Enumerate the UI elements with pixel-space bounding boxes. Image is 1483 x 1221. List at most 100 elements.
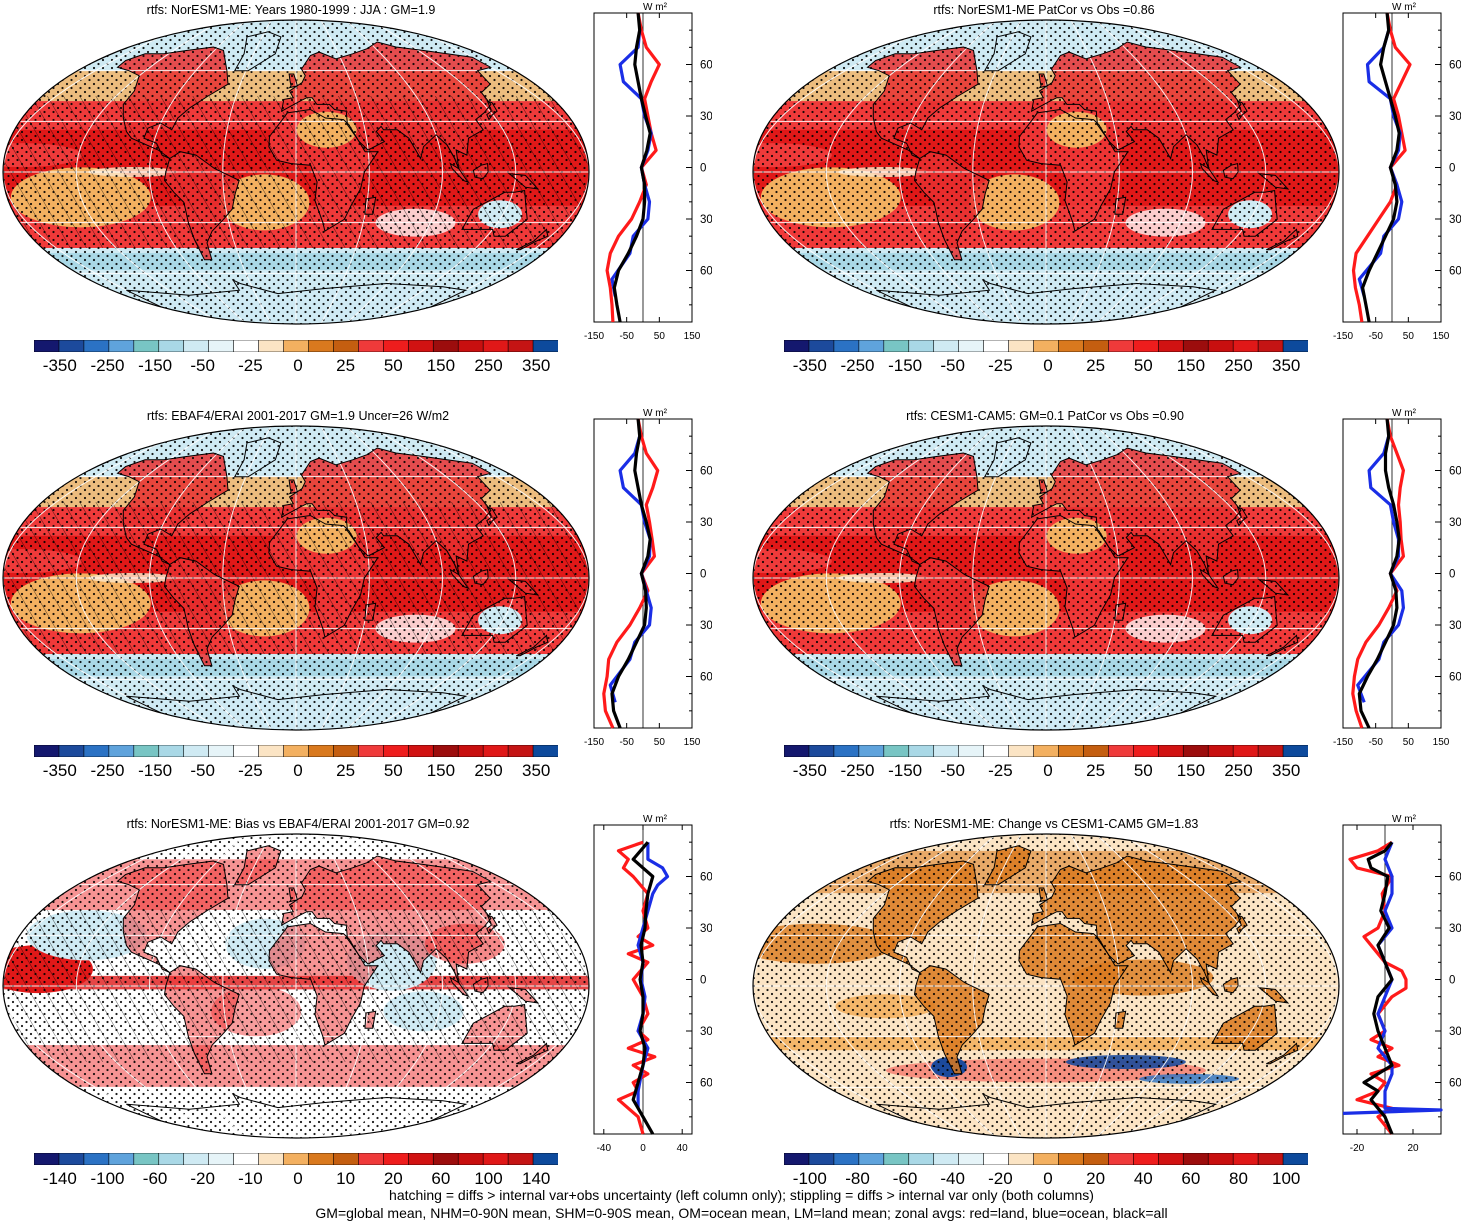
colorbar-tick-label: -250 [90,356,125,375]
zonal-x-tick-label: 150 [1433,737,1450,748]
colorbar-tick-label: -25 [988,356,1013,375]
zonal-lat-label: 30S [1449,1026,1461,1038]
colorbar-tick-label: -25 [988,761,1013,780]
colorbar-tick-label: 0 [293,761,303,780]
zonal-x-tick-label: -50 [1368,737,1383,748]
zonal-x-tick-label: 50 [654,737,666,748]
colorbar-tick-label: 350 [1272,761,1301,780]
colorbar-tick-label: 50 [1133,761,1153,780]
colorbar-tick-label: -250 [90,761,125,780]
colorbar-tick-label: 60 [1181,1169,1201,1188]
colorbar-tick-label: 150 [426,761,456,780]
colorbar [34,1153,558,1165]
colorbar-tick-label: 25 [1086,761,1106,780]
zonal-lat-label: 30N [700,111,712,123]
zonal-x-tick-label: -20 [1350,1143,1365,1154]
colorbar [784,1153,1308,1165]
panel-title: rtfs: CESM1-CAM5: GM=0.1 PatCor vs Obs =… [906,409,1184,423]
zonal-lat-label: 60N [1449,872,1461,884]
colorbar-tick-label: 250 [474,761,503,780]
zonal-lat-label: 30S [1449,620,1461,632]
zonal-lat-label: 30N [700,923,712,935]
colorbar-tick-label: 40 [1133,1169,1153,1188]
colorbar-tick-label: -50 [940,761,965,780]
zonal-x-tick-label: -150 [1333,331,1353,342]
zonal-lat-label: 60S [700,672,712,684]
zonal-lat-label: 60N [700,466,712,478]
colorbar-tick-label: -60 [892,1169,918,1188]
zonal-x-tick-label: -50 [619,331,634,342]
zonal-mean-plot: W m² -150 -50 50 150 60N 30N 0 30S 60S [1333,408,1461,748]
colorbar-tick-label: 20 [1086,1169,1106,1188]
colorbar-tick-label: -50 [190,761,215,780]
zonal-x-tick-label: 50 [1403,737,1415,748]
colorbar-tick-label: -100 [90,1169,125,1188]
zonal-lat-label: 30N [1449,923,1461,935]
colorbar-tick-label: 25 [336,356,356,375]
zonal-ocean-line [1356,435,1405,703]
colorbar-tick-label: -40 [940,1169,965,1188]
colorbar-tick-label: -50 [190,356,215,375]
colorbar-tick-label: -350 [792,761,827,780]
colorbar-tick-label: 50 [383,356,403,375]
zonal-lat-label: 0 [700,975,706,987]
zonal-lat-label: 0 [1449,163,1455,175]
zonal-lat-label: 30N [1449,111,1461,123]
colorbar-tick-label: 250 [1224,761,1253,780]
colorbar-tick-label: 100 [1272,1169,1301,1188]
footer-line-1: hatching = diffs > internal var+obs unce… [389,1187,1094,1203]
zonal-x-tick-label: 0 [640,1143,646,1154]
zonal-mean-plot: W m² -150 -50 50 150 60N 30N 0 30S 60S [584,2,712,342]
colorbar-tick-label: -10 [238,1169,263,1188]
zonal-x-tick-label: 40 [677,1143,689,1154]
world-map [752,833,1340,1139]
colorbar-tick-label: -20 [988,1169,1013,1188]
zonal-lat-label: 30S [700,214,712,226]
zonal-ocean-line [1342,841,1443,1115]
zonal-x-tick-label: 150 [684,331,701,342]
panel-title: rtfs: EBAF4/ERAI 2001-2017 GM=1.9 Uncer=… [146,409,450,423]
colorbar [34,340,558,352]
zonal-mean-plot: W m² -150 -50 50 150 60N 30N 0 30S 60S [1333,2,1461,342]
colorbar-tick-label: 60 [431,1169,451,1188]
zonal-lat-label: 60S [700,1078,712,1090]
zonal-lat-label: 60N [700,872,712,884]
colorbar-tick-label: 250 [474,356,503,375]
colorbar-tick-label: 20 [383,1169,403,1188]
colorbar-tick-label: -25 [238,356,263,375]
colorbar-tick-label: -350 [42,761,77,780]
zonal-unit-label: W m² [643,814,668,825]
zonal-lat-label: 30S [1449,214,1461,226]
zonal-x-tick-label: 150 [1433,331,1450,342]
colorbar-tick-label: -20 [190,1169,215,1188]
zonal-x-tick-label: -50 [1368,331,1383,342]
colorbar-tick-label: -150 [888,761,923,780]
zonal-lat-label: 0 [1449,975,1455,987]
zonal-x-tick-label: -50 [619,737,634,748]
zonal-x-tick-label: -150 [584,331,604,342]
colorbar-tick-label: -100 [792,1169,827,1188]
colorbar [784,340,1308,352]
colorbar-tick-label: 0 [293,1169,303,1188]
panel-title: rtfs: NorESM1-ME: Change vs CESM1-CAM5 G… [889,817,1199,831]
colorbar-tick-label: 50 [383,761,403,780]
world-map [2,19,590,325]
zonal-x-tick-label: -150 [584,737,604,748]
zonal-lat-label: 30S [700,1026,712,1038]
colorbar-tick-label: -50 [940,356,965,375]
zonal-lat-label: 60N [1449,466,1461,478]
zonal-lat-label: 0 [700,569,706,581]
colorbar-tick-label: 0 [1043,761,1053,780]
colorbar-tick-label: -25 [238,761,263,780]
zonal-lat-label: 60S [700,266,712,278]
colorbar-tick-label: 250 [1224,356,1253,375]
colorbar-tick-label: -60 [142,1169,168,1188]
colorbar-tick-label: 25 [336,761,356,780]
zonal-land-line [616,840,657,1135]
zonal-ocean-line [608,435,653,703]
zonal-unit-label: W m² [1392,408,1417,419]
colorbar-tick-label: -350 [42,356,77,375]
zonal-x-tick-label: -150 [1333,737,1353,748]
colorbar-tick-label: 150 [426,356,456,375]
colorbar-tick-label: 0 [293,356,303,375]
